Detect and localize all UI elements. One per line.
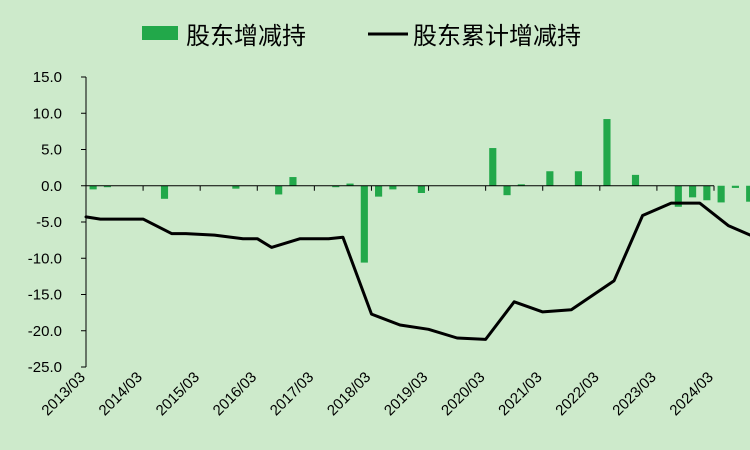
x-tick-label: 2022/03	[552, 369, 602, 419]
x-tick-label: 2018/03	[324, 369, 374, 419]
bar	[389, 185, 397, 190]
bar	[103, 185, 111, 188]
x-tick-label: 2019/03	[381, 369, 431, 419]
x-tick-label: 2017/03	[267, 369, 317, 419]
bar	[232, 185, 240, 189]
bar	[489, 148, 497, 186]
y-tick-label: -20.0	[28, 323, 62, 340]
y-tick-label: -25.0	[28, 359, 62, 376]
x-tick-label: 2016/03	[210, 369, 260, 419]
bar	[731, 185, 739, 188]
bar	[289, 177, 297, 186]
bar	[346, 183, 354, 186]
bar	[703, 185, 711, 201]
y-tick-label: 10.0	[33, 105, 62, 122]
x-axis: 2013/03 2014/03 2015/03 2016/03 2017/03 2018/…	[38, 185, 717, 419]
bar	[689, 185, 697, 198]
legend: 股东增减持 股东累计增减持	[142, 22, 581, 50]
x-tick-label: 2024/03	[666, 369, 716, 419]
bar	[89, 185, 97, 190]
legend-line-label: 股东累计增减持	[413, 22, 581, 50]
line-series	[84, 201, 750, 341]
bar	[332, 185, 340, 188]
x-tick-label: 2021/03	[495, 369, 545, 419]
bar	[631, 174, 640, 186]
bar	[160, 185, 169, 199]
bar	[717, 185, 725, 203]
bar	[375, 185, 383, 197]
y-tick-label: -5.0	[36, 214, 62, 231]
bar	[503, 185, 511, 196]
y-tick-label: 15.0	[33, 69, 62, 86]
bar	[574, 171, 582, 186]
bar	[517, 184, 525, 186]
y-tick-label: -10.0	[28, 250, 62, 267]
bar	[746, 185, 750, 202]
legend-bar-swatch	[142, 26, 178, 40]
y-axis: 15.0 10.0 5.0 0.0 -5.0 -10.0 -15.0 -20.0 -25.0	[28, 69, 87, 376]
bar	[546, 171, 554, 186]
bar	[275, 185, 283, 195]
x-tick-label: 2020/03	[438, 369, 488, 419]
y-tick-label: 0.0	[41, 178, 62, 195]
bar-series	[89, 119, 750, 263]
x-tick-label: 2015/03	[153, 369, 203, 419]
x-tick-label: 2014/03	[96, 369, 146, 419]
x-tick-label: 2013/03	[38, 369, 88, 419]
cumulative-line	[84, 201, 750, 341]
bar	[360, 185, 368, 263]
x-tick-label: 2023/03	[609, 369, 659, 419]
y-tick-label: 5.0	[41, 142, 62, 159]
bar	[674, 185, 682, 207]
legend-bar-label: 股东增减持	[186, 22, 306, 50]
y-tick-label: -15.0	[28, 287, 62, 304]
bar	[417, 185, 425, 193]
bar	[603, 119, 611, 186]
